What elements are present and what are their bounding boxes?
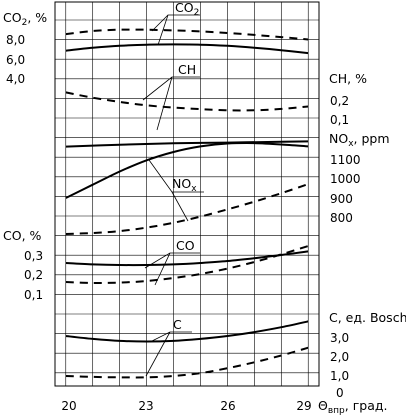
co2-tick-label: 4,0: [6, 72, 25, 86]
ch-tick-label: 0,1: [330, 113, 349, 127]
nox-tick-label: 900: [330, 192, 353, 206]
co-tick-label: 0,3: [24, 249, 43, 263]
ch-curve-label: CH: [178, 62, 196, 77]
ch-dashed-curve: [65, 91, 309, 112]
x-tick-label: 20: [61, 399, 76, 413]
nox-axis-label: NOx, ppm: [329, 131, 390, 149]
nox-tick-label: 800: [330, 211, 353, 225]
data-curves: [65, 28, 309, 379]
nox-dashed-curve: [65, 183, 309, 235]
ch-tick-label: 0,2: [330, 94, 349, 108]
nox-tick-label: 1000: [330, 172, 361, 186]
co2-leader-line: [157, 14, 169, 46]
c-tick-label: 2,0: [330, 350, 349, 364]
co2-tick-label: 6,0: [6, 53, 25, 67]
c-leader-line: [145, 331, 171, 377]
nox-tick-label: 1100: [330, 153, 361, 167]
nox-leader-line: [171, 191, 189, 222]
x-tick-labels: 20 23 26 29: [61, 399, 311, 413]
co2-solid-curve: [65, 43, 309, 55]
c-tick-label: 1,0: [330, 369, 349, 383]
ch-solid-curve: [65, 140, 309, 148]
co-solid-curve: [65, 250, 309, 267]
nox-curve-label: NOx: [172, 176, 197, 194]
x-tick-label: 23: [138, 399, 153, 413]
x-tick-label: 26: [220, 399, 235, 413]
co-tick-label: 0,2: [24, 268, 43, 282]
x-tick-label: 29: [296, 399, 311, 413]
co2-curve-label: CO2: [175, 0, 199, 18]
ch-axis-label: CH, %: [329, 71, 367, 86]
co2-dashed-curve: [65, 28, 309, 41]
co-tick-label: 0,1: [24, 288, 43, 302]
plot-frame: [54, 1, 320, 387]
co-axis-label: CO, %: [3, 228, 42, 243]
co2-tick-label: 8,0: [6, 33, 25, 47]
c-dashed-curve: [65, 346, 309, 379]
co-leader-line: [154, 252, 171, 286]
c-tick-label: 0: [336, 386, 344, 400]
co2-axis-label: CO2, %: [3, 10, 47, 28]
leader-lines: [142, 14, 204, 377]
ch-leader-line: [142, 76, 200, 101]
c-tick-label: 3,0: [330, 331, 349, 345]
ch-leader-line: [156, 76, 173, 131]
co-curve-label: CO: [176, 238, 195, 253]
c-axis-label: C, ед. Bosch: [329, 310, 406, 325]
x-axis-label: Θвпр, град.: [318, 398, 387, 416]
nox-solid-curve: [65, 142, 309, 199]
c-solid-curve: [65, 320, 309, 343]
c-curve-label: C: [173, 317, 182, 332]
